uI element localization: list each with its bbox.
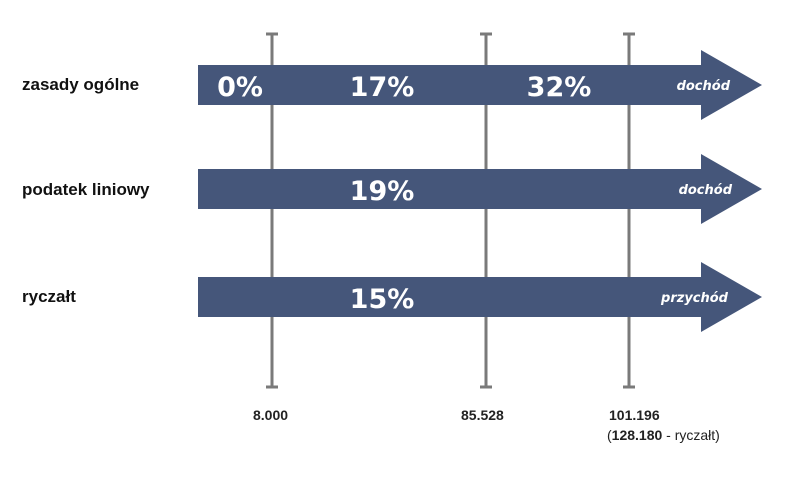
base-label: dochód <box>679 183 733 198</box>
threshold-note-suffix: - ryczałt) <box>662 427 720 443</box>
arrow-ryczalt <box>198 262 762 332</box>
rate-label: 19% <box>350 176 415 207</box>
rate-label: 17% <box>350 72 415 103</box>
row-label-podatek-liniowy: podatek liniowy <box>22 180 150 199</box>
base-label: przychód <box>660 291 729 306</box>
threshold-note: (128.180 - ryczałt) <box>607 427 720 443</box>
row-label-ryczalt: ryczałt <box>22 287 76 306</box>
threshold-note-value: 128.180 <box>611 427 663 443</box>
base-label: dochód <box>677 79 731 94</box>
rate-label: 15% <box>350 284 415 315</box>
threshold-label: 85.528 <box>461 407 504 423</box>
threshold-label: 101.196 <box>609 407 660 423</box>
rate-label: 32% <box>527 72 592 103</box>
row-label-zasady-ogolne: zasady ogólne <box>22 75 140 94</box>
rate-label: 0% <box>217 72 263 103</box>
arrow-podatek-liniowy <box>198 154 762 224</box>
threshold-label: 8.000 <box>253 407 289 423</box>
arrow-zasady-ogolne <box>198 50 762 120</box>
